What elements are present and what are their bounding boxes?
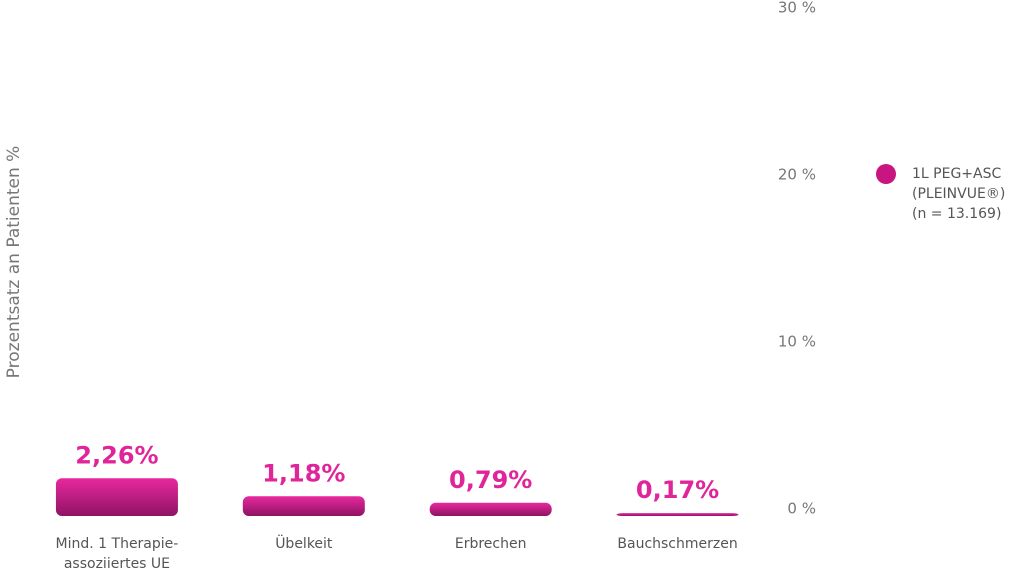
legend-marker: [876, 164, 896, 184]
value-label: 0,17%: [636, 476, 719, 504]
y-tick-label: 30 %: [778, 0, 816, 17]
x-tick-label: Bauchschmerzen: [617, 536, 738, 552]
x-tick-label: Mind. 1 Therapie-assoziiertes UE: [55, 536, 179, 572]
value-label: 2,26%: [75, 441, 158, 469]
bar: [242, 496, 365, 516]
y-tick-label: 0 %: [787, 500, 816, 518]
legend-label: 1L PEG+ASC (PLEINVUE®) (n = 13.169): [912, 166, 1006, 222]
bar: [429, 502, 552, 516]
y-tick-label: 10 %: [778, 333, 816, 351]
value-label: 1,18%: [262, 459, 345, 487]
y-tick-label: 20 %: [778, 166, 816, 184]
value-label: 0,79%: [449, 466, 532, 494]
bar: [55, 478, 178, 516]
x-tick-label: Übelkeit: [275, 536, 333, 552]
bar: [616, 513, 739, 516]
y-axis-title: Prozentsatz an Patienten %: [4, 146, 24, 379]
x-tick-label: Erbrechen: [454, 536, 527, 552]
